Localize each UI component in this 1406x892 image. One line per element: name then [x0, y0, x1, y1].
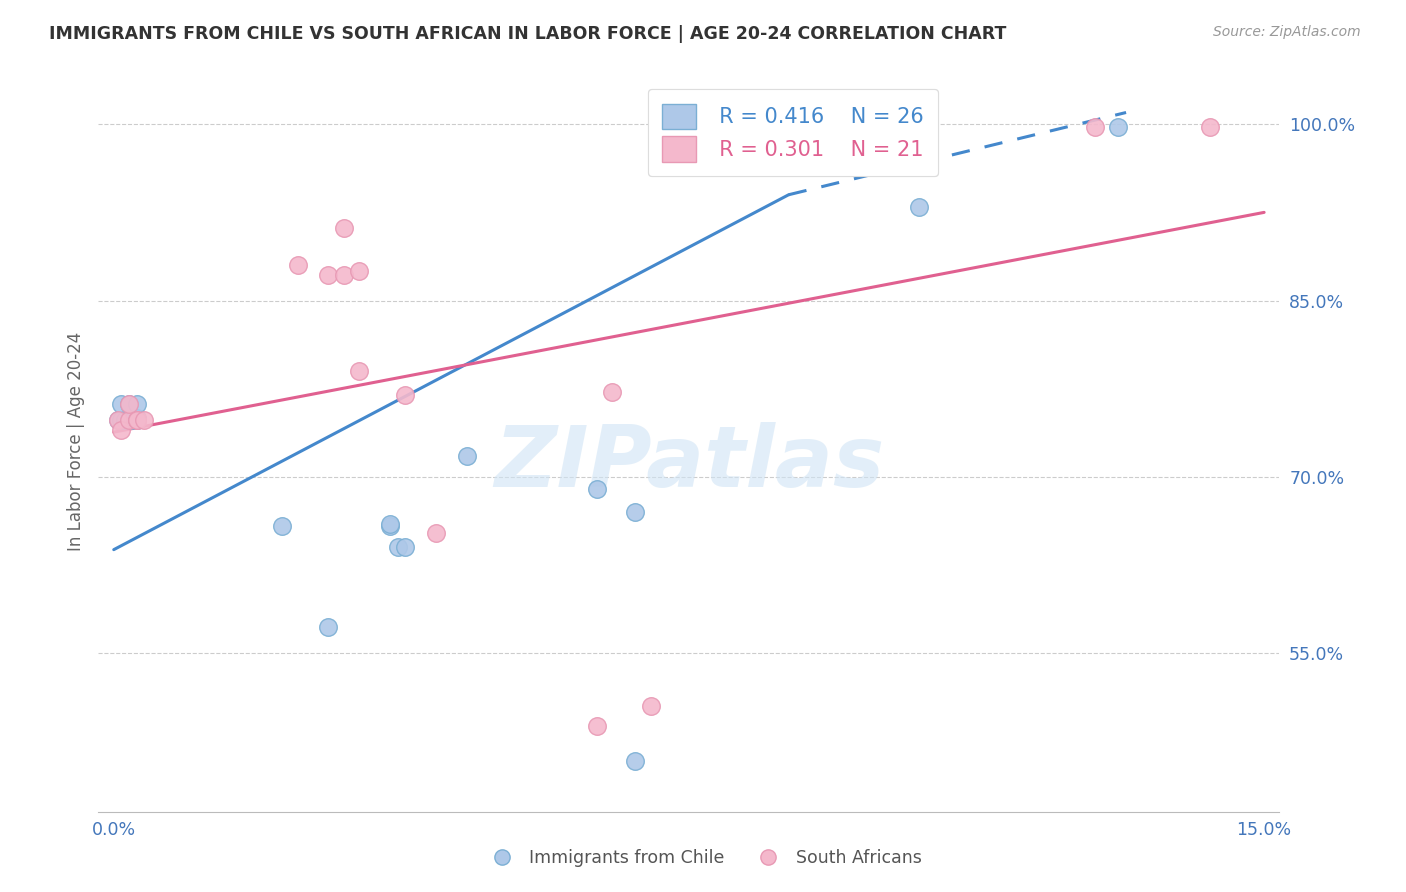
- Point: [600, 385, 623, 400]
- Point: [134, 413, 156, 427]
- Point: [107, 413, 129, 427]
- Point: [333, 268, 356, 282]
- Text: ZIPatlas: ZIPatlas: [494, 422, 884, 505]
- Point: [685, 120, 707, 134]
- Point: [1107, 120, 1129, 134]
- Y-axis label: In Labor Force | Age 20-24: In Labor Force | Age 20-24: [66, 332, 84, 551]
- Legend: Immigrants from Chile, South Africans: Immigrants from Chile, South Africans: [477, 843, 929, 874]
- Point: [378, 516, 401, 531]
- Point: [624, 505, 647, 519]
- Point: [586, 719, 609, 733]
- Point: [755, 120, 778, 134]
- Point: [122, 413, 145, 427]
- Point: [110, 423, 132, 437]
- Text: Source: ZipAtlas.com: Source: ZipAtlas.com: [1213, 25, 1361, 39]
- Point: [793, 120, 815, 134]
- Point: [118, 397, 141, 411]
- Point: [624, 754, 647, 768]
- Point: [118, 413, 141, 427]
- Point: [110, 413, 132, 427]
- Point: [271, 519, 294, 533]
- Point: [118, 397, 141, 411]
- Point: [347, 364, 370, 378]
- Point: [456, 449, 478, 463]
- Point: [125, 413, 148, 427]
- Point: [125, 397, 148, 411]
- Point: [318, 620, 340, 634]
- Point: [1199, 120, 1222, 134]
- Point: [387, 541, 409, 555]
- Point: [347, 264, 370, 278]
- Point: [640, 698, 662, 713]
- Point: [125, 413, 148, 427]
- Point: [678, 120, 700, 134]
- Point: [125, 411, 148, 425]
- Point: [394, 541, 416, 555]
- Point: [287, 258, 309, 272]
- Legend:   R = 0.416    N = 26,   R = 0.301    N = 21: R = 0.416 N = 26, R = 0.301 N = 21: [648, 89, 938, 177]
- Point: [762, 120, 785, 134]
- Point: [114, 413, 136, 427]
- Point: [110, 397, 132, 411]
- Point: [378, 519, 401, 533]
- Point: [125, 413, 148, 427]
- Point: [318, 268, 340, 282]
- Point: [107, 413, 129, 427]
- Point: [908, 200, 931, 214]
- Point: [118, 413, 141, 427]
- Point: [586, 482, 609, 496]
- Text: IMMIGRANTS FROM CHILE VS SOUTH AFRICAN IN LABOR FORCE | AGE 20-24 CORRELATION CH: IMMIGRANTS FROM CHILE VS SOUTH AFRICAN I…: [49, 25, 1007, 43]
- Point: [333, 220, 356, 235]
- Point: [1084, 120, 1107, 134]
- Point: [425, 526, 447, 541]
- Point: [394, 387, 416, 401]
